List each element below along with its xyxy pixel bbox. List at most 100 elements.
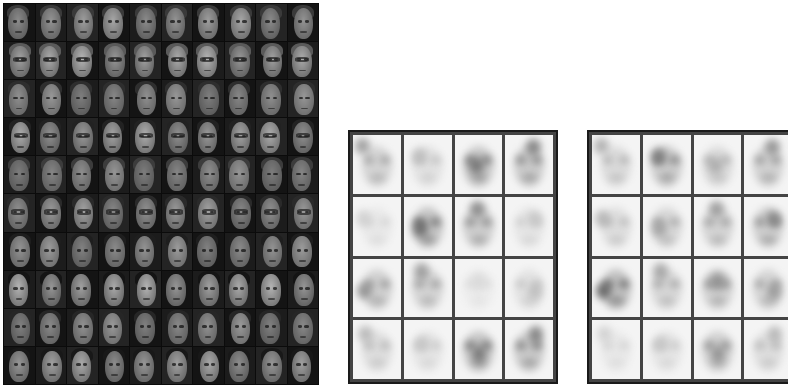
face-thumbnail xyxy=(287,42,318,80)
basis-image xyxy=(403,135,452,194)
face-thumbnail xyxy=(256,346,287,384)
face-thumbnail xyxy=(98,194,129,232)
face-thumbnail xyxy=(35,194,66,232)
face-thumbnail xyxy=(4,232,35,270)
face-thumbnail xyxy=(35,118,66,156)
basis-image xyxy=(505,258,553,318)
face-thumbnail xyxy=(35,308,66,346)
face-thumbnail xyxy=(35,80,66,118)
face-thumbnail xyxy=(4,80,35,118)
face-thumbnail xyxy=(224,308,255,346)
basis-image xyxy=(744,258,788,318)
face-thumbnail xyxy=(193,232,224,270)
face-thumbnail xyxy=(224,346,255,384)
face-thumbnail xyxy=(287,80,318,118)
basis-image xyxy=(744,196,788,256)
face-thumbnail xyxy=(4,270,35,308)
face-thumbnail xyxy=(67,270,98,308)
basis-image xyxy=(693,320,742,379)
face-thumbnail xyxy=(98,42,129,80)
face-thumbnail xyxy=(224,232,255,270)
face-thumbnail xyxy=(287,194,318,232)
basis-image xyxy=(353,320,401,379)
face-thumbnail xyxy=(161,4,192,42)
face-thumbnail xyxy=(98,80,129,118)
basis-image xyxy=(592,258,640,318)
face-thumbnail xyxy=(98,346,129,384)
face-thumbnail xyxy=(161,42,192,80)
face-thumbnail xyxy=(67,232,98,270)
basis-image xyxy=(592,320,640,379)
basis-image xyxy=(642,196,691,256)
face-thumbnail xyxy=(130,232,161,270)
face-thumbnail xyxy=(35,270,66,308)
basis-image xyxy=(693,196,742,256)
face-thumbnail xyxy=(256,308,287,346)
basis-image xyxy=(642,320,691,379)
basis-image xyxy=(744,320,788,379)
face-thumbnail xyxy=(224,270,255,308)
face-thumbnail xyxy=(193,4,224,42)
face-thumbnail xyxy=(256,194,287,232)
basis-image xyxy=(353,135,401,194)
face-thumbnail xyxy=(4,4,35,42)
face-thumbnail xyxy=(98,232,129,270)
face-thumbnail xyxy=(256,156,287,194)
basis-image xyxy=(592,135,640,194)
basis-image xyxy=(744,135,788,194)
basis-image xyxy=(693,135,742,194)
face-thumbnail xyxy=(287,308,318,346)
face-thumbnail xyxy=(256,4,287,42)
face-thumbnail xyxy=(130,4,161,42)
face-thumbnail xyxy=(130,156,161,194)
face-thumbnail xyxy=(67,4,98,42)
face-thumbnail xyxy=(224,194,255,232)
face-thumbnail xyxy=(193,42,224,80)
face-thumbnail xyxy=(98,308,129,346)
basis-image xyxy=(353,196,401,256)
face-thumbnail xyxy=(256,118,287,156)
basis-image xyxy=(403,258,452,318)
face-thumbnail xyxy=(161,156,192,194)
face-thumbnail xyxy=(35,156,66,194)
face-thumbnail xyxy=(4,308,35,346)
basis-image xyxy=(403,320,452,379)
face-thumbnail xyxy=(224,42,255,80)
basis-image xyxy=(642,135,691,194)
face-thumbnail xyxy=(287,118,318,156)
face-thumbnail xyxy=(35,346,66,384)
basis-image xyxy=(505,196,553,256)
face-thumbnail xyxy=(193,346,224,384)
face-thumbnail xyxy=(4,194,35,232)
face-thumbnail xyxy=(67,156,98,194)
face-thumbnail xyxy=(256,80,287,118)
face-thumbnail xyxy=(161,118,192,156)
face-thumbnail xyxy=(130,118,161,156)
face-thumbnail xyxy=(67,42,98,80)
face-thumbnail xyxy=(193,308,224,346)
face-thumbnail xyxy=(287,232,318,270)
face-thumbnail xyxy=(67,308,98,346)
basis-image xyxy=(454,320,503,379)
face-thumbnail xyxy=(161,308,192,346)
basis-image xyxy=(403,196,452,256)
face-thumbnail xyxy=(130,308,161,346)
face-thumbnail xyxy=(67,80,98,118)
face-thumbnail xyxy=(130,80,161,118)
face-thumbnail xyxy=(193,118,224,156)
face-thumbnail xyxy=(130,346,161,384)
face-thumbnail xyxy=(35,42,66,80)
basis-image xyxy=(505,135,553,194)
face-thumbnail xyxy=(98,270,129,308)
basis-images-panel-2 xyxy=(587,130,788,384)
face-thumbnail xyxy=(98,118,129,156)
face-thumbnail xyxy=(256,42,287,80)
basis-image xyxy=(693,258,742,318)
face-thumbnail xyxy=(4,42,35,80)
face-thumbnail xyxy=(130,42,161,80)
basis-image xyxy=(454,258,503,318)
face-thumbnail xyxy=(4,156,35,194)
face-thumbnail xyxy=(224,80,255,118)
face-thumbnail xyxy=(287,156,318,194)
face-thumbnail xyxy=(256,270,287,308)
